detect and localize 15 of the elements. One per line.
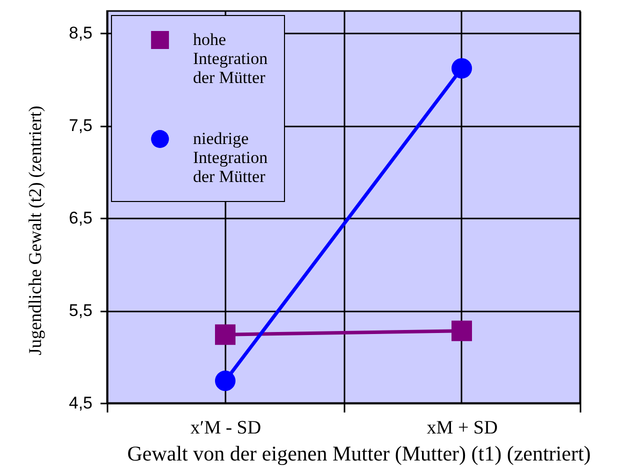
y-axis-title: Jugendliche Gewalt (t2) (zentriert) (24, 106, 45, 356)
point (215, 370, 236, 392)
y-tick-label: 7,5 (68, 116, 92, 136)
x-tick-label: x′M - SD (190, 418, 262, 438)
y-tick-label: 8,5 (68, 24, 92, 43)
y-tick-label: 4,5 (68, 394, 92, 412)
point (452, 58, 472, 79)
x-axis-title: Gewalt von der eigenen Mutter (Mutter) (t1) (zentriert) (127, 442, 591, 466)
y-tick-label: 6,5 (68, 208, 92, 228)
point (452, 320, 472, 342)
y-tick-label: 5,5 (68, 301, 92, 320)
legend-label: hohe Integration der Mütter (193, 30, 268, 87)
point (215, 324, 236, 345)
x-tick-label: xM + SD (426, 418, 498, 438)
legend-label: niedrige Integration der Mütter (193, 129, 268, 186)
